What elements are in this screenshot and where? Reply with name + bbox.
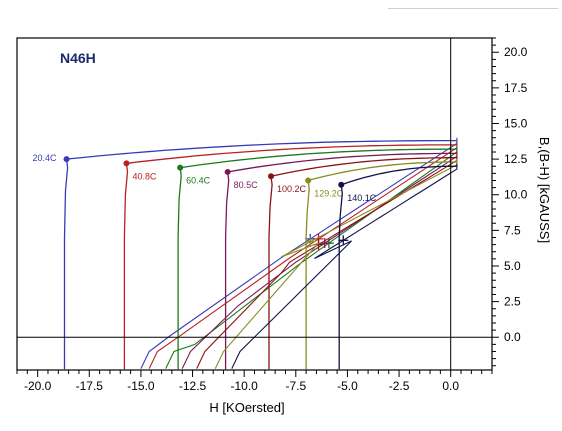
x-tick-label: -7.5 bbox=[285, 379, 306, 393]
y-tick-label: 7.5 bbox=[504, 223, 521, 237]
knee-point-40.8C bbox=[123, 160, 130, 167]
intrinsic-curve-129.2C bbox=[305, 161, 458, 370]
curve-label-140.1C: 140.1C bbox=[347, 193, 377, 203]
curve-label-20.4C: 20.4C bbox=[33, 153, 58, 163]
intrinsic-curve-60.4C bbox=[177, 148, 458, 370]
knee-point-129.2C bbox=[305, 177, 312, 184]
y-tick-label: 0.0 bbox=[504, 330, 521, 344]
normal-curve-100.2C bbox=[196, 154, 458, 369]
knee-point-80.5C bbox=[224, 168, 231, 175]
y-tick-label: 5.0 bbox=[504, 259, 521, 273]
knee-point-140.1C bbox=[338, 181, 345, 188]
series-100.2C: 100.2C bbox=[196, 154, 458, 370]
y-axis-label: B,(B-H) [kGAUSS] bbox=[537, 137, 552, 243]
operating-point-marker-129.2C bbox=[305, 236, 316, 247]
series-140.1C: 140.1C bbox=[231, 163, 458, 370]
series-129.2C: 129.2C bbox=[214, 159, 458, 370]
y-tick-label: 2.5 bbox=[504, 295, 521, 309]
y-tick-label: 12.5 bbox=[504, 152, 528, 166]
knee-point-20.4C bbox=[63, 156, 70, 163]
top-rule bbox=[388, 8, 558, 9]
normal-curve-129.2C bbox=[214, 159, 458, 369]
y-tick-label: 20.0 bbox=[504, 45, 528, 59]
intrinsic-curve-80.5C bbox=[224, 152, 458, 370]
y-tick-label: 10.0 bbox=[504, 188, 528, 202]
curve-label-100.2C: 100.2C bbox=[277, 184, 307, 194]
x-tick-label: -10.0 bbox=[230, 379, 258, 393]
intrinsic-curve-20.4C bbox=[63, 139, 458, 370]
plot-area: 20.4C 40.8C 60.4C 80.5C 100.2C 129.2C 140.1C bbox=[33, 137, 458, 370]
operating-point-marker-140.1C bbox=[338, 235, 349, 246]
curve-label-60.4C: 60.4C bbox=[186, 176, 211, 186]
curve-label-40.8C: 40.8C bbox=[132, 171, 157, 181]
x-axis-label: H [KOersted] bbox=[209, 400, 284, 415]
x-tick-label: -20.0 bbox=[24, 379, 52, 393]
axes: -20.0 -17.5 -15.0 -12.5 -10.0 -7.5 -5.0 -2.5 0.0… bbox=[16, 37, 528, 393]
curve-label-129.2C: 129.2C bbox=[314, 188, 344, 198]
plot-frame bbox=[16, 37, 493, 371]
x-tick-label: 0.0 bbox=[442, 379, 459, 393]
intrinsic-curve-100.2C bbox=[268, 157, 458, 370]
normal-curve-140.1C bbox=[231, 163, 458, 369]
x-tick-label: -17.5 bbox=[76, 379, 104, 393]
chart-title: N46H bbox=[60, 50, 96, 66]
intrinsic-curve-40.8C bbox=[123, 144, 458, 370]
y-tick-label: 17.5 bbox=[504, 81, 528, 95]
intrinsic-curve-140.1C bbox=[338, 165, 458, 370]
x-tick-label: -2.5 bbox=[389, 379, 410, 393]
curve-label-80.5C: 80.5C bbox=[234, 180, 259, 190]
x-tick-label: -5.0 bbox=[337, 379, 358, 393]
y-tick-label: 15.0 bbox=[504, 116, 528, 130]
knee-point-60.4C bbox=[177, 164, 184, 171]
knee-point-100.2C bbox=[268, 173, 275, 180]
normal-curve-20.4C bbox=[140, 137, 458, 369]
x-tick-label: -15.0 bbox=[127, 379, 155, 393]
x-tick-label: -12.5 bbox=[179, 379, 207, 393]
